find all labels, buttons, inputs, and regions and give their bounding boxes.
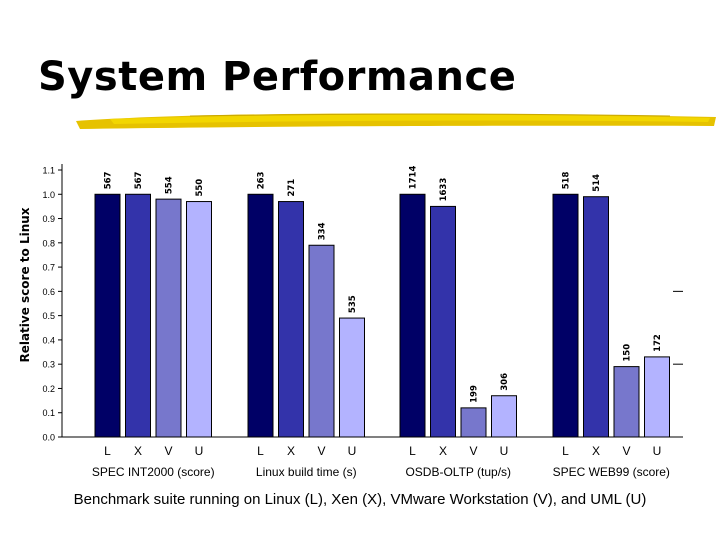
y-tick-label: 0.5	[42, 311, 55, 321]
bar	[339, 317, 365, 438]
group-label: SPEC WEB99 (score)	[553, 465, 670, 479]
y-tick-label: 0.8	[42, 238, 55, 248]
bar-value-label: 1714	[409, 166, 419, 190]
bar	[94, 193, 121, 438]
bar	[583, 196, 609, 438]
y-tick-label: 0.3	[42, 360, 55, 370]
bar-letter-label: X	[134, 444, 142, 458]
bar-value-label: 263	[257, 171, 267, 189]
bar-letter-label: L	[562, 444, 569, 458]
bar-value-label: 271	[287, 179, 297, 197]
y-tick-label: 0.4	[42, 335, 55, 345]
bar	[125, 193, 151, 438]
bar	[186, 201, 212, 438]
bar-letter-label: L	[257, 444, 264, 458]
bar-value-label: 334	[318, 222, 328, 240]
bar-value-label: 567	[134, 171, 144, 189]
group-label: Linux build time (s)	[256, 465, 357, 479]
bar-letter-label: X	[287, 444, 295, 458]
slide-title: System Performance	[38, 54, 517, 100]
bar-letter-label: V	[622, 444, 630, 458]
bar-value-label: 514	[592, 174, 602, 192]
bar-letter-label: V	[469, 444, 477, 458]
bar-value-label: 150	[623, 344, 633, 362]
bar-value-label: 535	[348, 295, 358, 313]
bar	[399, 193, 426, 438]
bar-letter-label: U	[348, 444, 357, 458]
bar	[247, 193, 274, 438]
bar-letter-label: X	[439, 444, 447, 458]
bar	[308, 244, 335, 438]
bar-letter-label: U	[500, 444, 509, 458]
bar-letter-label: U	[195, 444, 204, 458]
bar-letter-label: L	[104, 444, 111, 458]
group-label: SPEC INT2000 (score)	[92, 465, 215, 479]
group-label: OSDB-OLTP (tup/s)	[405, 465, 511, 479]
bar	[278, 201, 304, 438]
bar-value-label: 554	[165, 176, 175, 194]
y-tick-label: 0.2	[42, 384, 55, 394]
bar-letter-label: V	[317, 444, 325, 458]
bar-value-label: 306	[500, 373, 510, 391]
bar	[552, 193, 579, 438]
bar-letter-label: L	[409, 444, 416, 458]
bar-value-label: 518	[562, 171, 572, 189]
bar-letter-label: X	[592, 444, 600, 458]
bar	[491, 395, 517, 438]
y-tick-label: 0.7	[42, 263, 55, 273]
title-underline-stroke	[76, 113, 716, 129]
bar-value-label: 199	[470, 385, 480, 403]
bar-value-label: 172	[653, 334, 663, 352]
y-tick-label: 1.0	[42, 190, 55, 200]
y-tick-label: 1.1	[42, 166, 55, 176]
y-tick-label: 0.9	[42, 214, 55, 224]
bar	[155, 198, 182, 438]
bar	[644, 356, 670, 438]
y-tick-label: 0.0	[42, 433, 55, 443]
bar	[613, 366, 640, 438]
bar-value-label: 550	[195, 179, 205, 197]
bar-value-label: 1633	[439, 178, 449, 202]
y-tick-label: 0.1	[42, 408, 55, 418]
y-tick-label: 0.6	[42, 287, 55, 297]
bar	[430, 205, 456, 438]
bar-value-label: 567	[104, 171, 114, 189]
bar	[460, 407, 487, 438]
bar-letter-label: U	[653, 444, 662, 458]
bar-letter-label: V	[164, 444, 172, 458]
slide-caption: Benchmark suite running on Linux (L), Xe…	[73, 491, 647, 508]
